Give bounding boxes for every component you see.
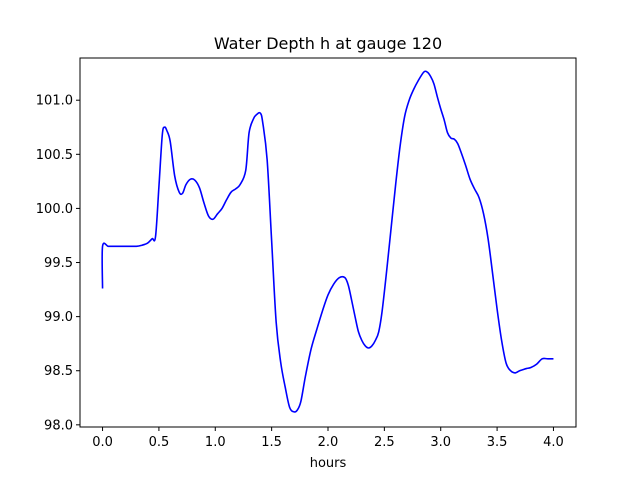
x-tick-label: 1.5 [261, 435, 282, 450]
x-tick-label: 2.5 [374, 435, 395, 450]
y-tick-label: 101.0 [36, 94, 73, 109]
x-tick-label: 1.0 [205, 435, 226, 450]
y-tick-label: 98.0 [44, 418, 73, 433]
y-tick-label: 98.5 [44, 364, 73, 379]
y-tick-label: 100.0 [36, 202, 73, 217]
x-tick-label: 2.0 [318, 435, 339, 450]
y-axis: 98.0 98.5 99.0 99.5 100.0 100.5 101.0 [36, 94, 80, 433]
x-tick-label: 0.5 [149, 435, 170, 450]
x-axis-label: hours [310, 456, 347, 471]
x-tick-label: 3.0 [430, 435, 451, 450]
x-tick-label: 0.0 [92, 435, 113, 450]
plot-area [101, 70, 554, 413]
series-line [101, 70, 554, 413]
y-tick-label: 99.0 [44, 310, 73, 325]
axes-frame [79, 57, 577, 428]
chart-title: Water Depth h at gauge 120 [214, 34, 442, 53]
y-tick-label: 99.5 [44, 256, 73, 271]
x-tick-label: 4.0 [543, 435, 564, 450]
x-tick-label: 3.5 [487, 435, 508, 450]
y-tick-label: 100.5 [36, 148, 73, 163]
x-axis: 0.0 0.5 1.0 1.5 2.0 2.5 3.0 3.5 4.0 [92, 427, 564, 450]
